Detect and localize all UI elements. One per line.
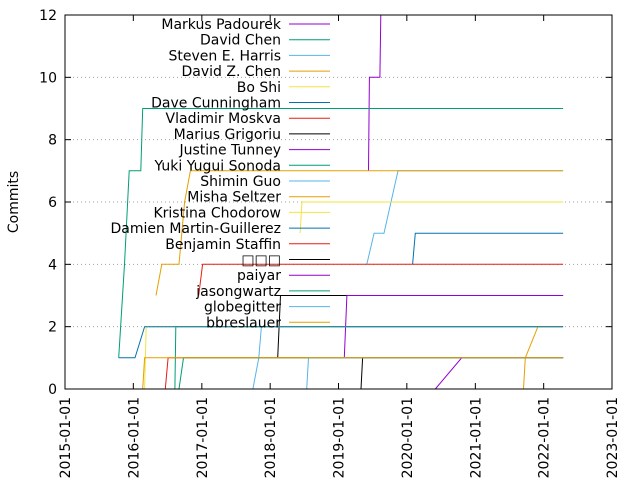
legend-label: Bo Shi bbox=[237, 80, 281, 96]
y-tick-label: 2 bbox=[48, 320, 57, 336]
x-tick-label: 2019-01-01 bbox=[332, 397, 348, 478]
x-tick-label: 2023-01-01 bbox=[605, 397, 621, 478]
series-layer bbox=[118, 14, 564, 390]
y-tick-label: 12 bbox=[39, 8, 57, 24]
series-line-6 bbox=[412, 232, 564, 265]
legend-label: globegitter bbox=[204, 300, 281, 316]
legend-label: David Z. Chen bbox=[182, 64, 282, 80]
x-tick-label: 2015-01-01 bbox=[58, 397, 74, 478]
series-line-7 bbox=[198, 263, 564, 296]
y-tick-label: 4 bbox=[48, 257, 57, 273]
series-line-5 bbox=[299, 201, 564, 234]
legend-label: paiyar bbox=[237, 268, 281, 284]
axes-layer: 0 2 4 6 8 10 12 2015-01-01 2016-01-01 2017-01-01 2… bbox=[39, 8, 621, 478]
legend-label: Marius Grigoriu bbox=[174, 127, 281, 143]
y-tick-label: 0 bbox=[48, 382, 57, 398]
legend-label: Damien Martin-Guillerez bbox=[111, 221, 281, 237]
series-line-16 bbox=[360, 357, 564, 390]
legend-label: Kristina Chodorow bbox=[153, 205, 281, 221]
legend-label: Dave Cunningham bbox=[151, 96, 281, 112]
series-line-18 bbox=[178, 357, 564, 390]
x-tick-label: 2021-01-01 bbox=[468, 397, 484, 478]
series-line-14 bbox=[118, 326, 564, 359]
legend-label: bbreslauer bbox=[206, 315, 281, 331]
x-tick-label: 2022-01-01 bbox=[537, 397, 553, 478]
series-line-3 bbox=[366, 170, 564, 265]
legend-label: Benjamin Staffin bbox=[165, 237, 281, 253]
legend-label: Vladimir Moskva bbox=[166, 111, 281, 127]
series-line-1 bbox=[368, 14, 382, 171]
series-line-15 bbox=[164, 357, 564, 390]
legend-label: □□□ bbox=[241, 253, 281, 269]
x-tick-label: 2017-01-01 bbox=[195, 397, 211, 478]
legend-label: Misha Seltzer bbox=[187, 190, 281, 206]
series-line-9 bbox=[343, 295, 564, 358]
legend-label: jasongwartz bbox=[195, 284, 281, 300]
x-tick-label: 2020-01-01 bbox=[400, 397, 416, 478]
y-tick-label: 8 bbox=[48, 133, 57, 149]
y-tick-label: 10 bbox=[39, 70, 57, 86]
legend-label: Yuki Yugui Sonoda bbox=[153, 158, 281, 174]
legend-label: Justine Tunney bbox=[178, 143, 281, 159]
y-axis-label: Commits bbox=[6, 171, 22, 233]
series-line-20 bbox=[142, 357, 564, 390]
legend-label: Steven E. Harris bbox=[168, 48, 281, 64]
series-line-4 bbox=[155, 170, 564, 296]
x-tick-label: 2016-01-01 bbox=[126, 397, 142, 478]
legend-label: Shimin Guo bbox=[200, 174, 281, 190]
legend-label: David Chen bbox=[200, 33, 281, 49]
y-tick-label: 6 bbox=[48, 195, 57, 211]
series-line-2 bbox=[118, 108, 564, 358]
legend-label: Markus Padourek bbox=[161, 17, 281, 33]
x-tick-label: 2018-01-01 bbox=[263, 397, 279, 478]
